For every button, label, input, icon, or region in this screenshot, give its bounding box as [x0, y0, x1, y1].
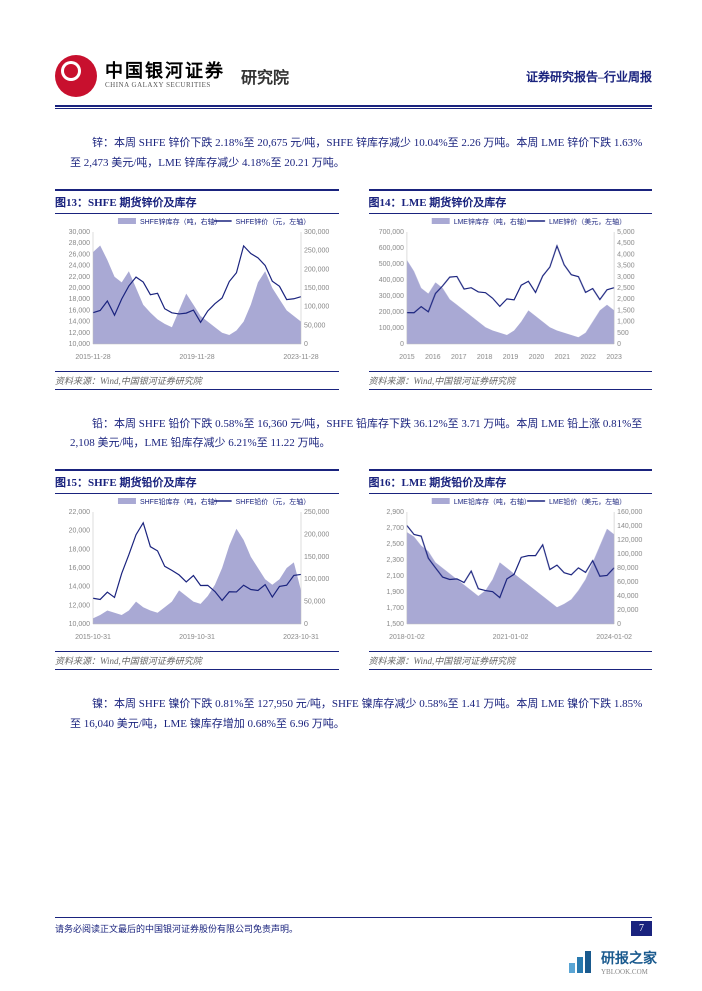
- watermark-icon: [569, 951, 595, 973]
- chart-16-canvas: [369, 494, 653, 644]
- chart-16-source: 资料来源：Wind,中国银河证券研究院: [369, 651, 653, 670]
- chart-14-canvas: [369, 214, 653, 364]
- disclaimer: 请务必阅读正文最后的中国银河证券股份有限公司免责声明。: [55, 922, 298, 935]
- nickel-paragraph: 镍：本周 SHFE 镍价下跌 0.81%至 127,950 元/吨，SHFE 镍…: [70, 695, 652, 735]
- chart-16-title: 图16：LME 期货铅价及库存: [369, 469, 653, 494]
- watermark-sub: YBLOOK.COM: [601, 968, 657, 976]
- page-footer: 请务必阅读正文最后的中国银河证券股份有限公司免责声明。 7: [0, 917, 702, 936]
- chart-15-canvas: [55, 494, 339, 644]
- report-label: 证券研究报告–行业周报: [526, 68, 652, 85]
- lead-paragraph: 铅：本周 SHFE 铅价下跌 0.58%至 16,360 元/吨，SHFE 铅库…: [70, 415, 652, 455]
- chart-14-title: 图14：LME 期货锌价及库存: [369, 189, 653, 214]
- watermark-name: 研报之家: [601, 952, 657, 967]
- chart-13-source: 资料来源：Wind,中国银河证券研究院: [55, 371, 339, 390]
- charts-row-zinc: 图13：SHFE 期货锌价及库存 资料来源：Wind,中国银河证券研究院 图14…: [55, 189, 652, 390]
- chart-15-title: 图15：SHFE 期货铅价及库存: [55, 469, 339, 494]
- charts-row-lead: 图15：SHFE 期货铅价及库存 资料来源：Wind,中国银河证券研究院 图16…: [55, 469, 652, 670]
- zinc-paragraph: 锌：本周 SHFE 锌价下跌 2.18%至 20,675 元/吨，SHFE 锌库…: [70, 134, 652, 174]
- chart-14-source: 资料来源：Wind,中国银河证券研究院: [369, 371, 653, 390]
- footer-rule: [55, 917, 652, 918]
- page-number: 7: [631, 921, 652, 936]
- chart-15: 图15：SHFE 期货铅价及库存 资料来源：Wind,中国银河证券研究院: [55, 469, 339, 670]
- logo-dept: 研究院: [241, 64, 289, 88]
- chart-15-source: 资料来源：Wind,中国银河证券研究院: [55, 651, 339, 670]
- logo-name-cn: 中国银河证券: [105, 62, 225, 82]
- chart-13: 图13：SHFE 期货锌价及库存 资料来源：Wind,中国银河证券研究院: [55, 189, 339, 390]
- chart-13-title: 图13：SHFE 期货锌价及库存: [55, 189, 339, 214]
- chart-14: 图14：LME 期货锌价及库存 资料来源：Wind,中国银河证券研究院: [369, 189, 653, 390]
- page-header: 中国银河证券 CHINA GALAXY SECURITIES 研究院 证券研究报…: [55, 55, 652, 105]
- header-rule-thin: [55, 108, 652, 109]
- logo-icon: [55, 55, 97, 97]
- chart-16: 图16：LME 期货铅价及库存 资料来源：Wind,中国银河证券研究院: [369, 469, 653, 670]
- logo-block: 中国银河证券 CHINA GALAXY SECURITIES 研究院: [55, 55, 289, 97]
- logo-name-en: CHINA GALAXY SECURITIES: [105, 82, 225, 90]
- header-rule: [55, 105, 652, 107]
- chart-13-canvas: [55, 214, 339, 364]
- watermark: 研报之家 YBLOOK.COM: [569, 948, 657, 976]
